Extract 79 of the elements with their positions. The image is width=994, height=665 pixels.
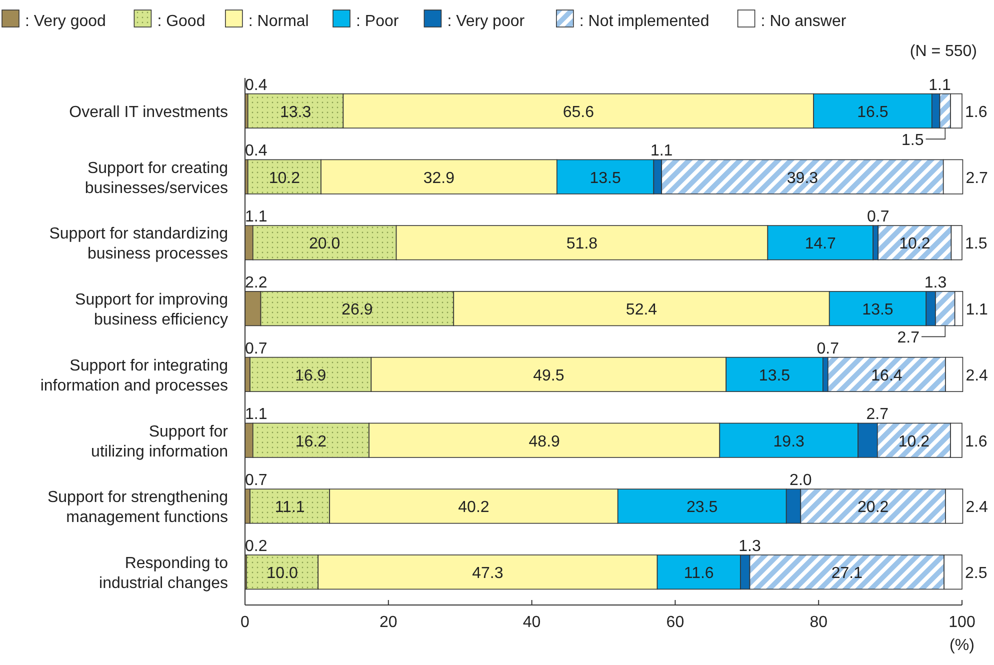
data-label: 52.4 bbox=[626, 302, 658, 319]
data-label: 20.0 bbox=[309, 236, 340, 253]
data-label: 19.3 bbox=[773, 433, 805, 450]
data-label: 0.7 bbox=[816, 340, 840, 358]
data-label: 51.8 bbox=[566, 236, 598, 253]
legend-label: : No answer bbox=[760, 13, 847, 30]
y-tick-label: Support for utilizing information bbox=[91, 423, 229, 460]
data-label: 1.1 bbox=[966, 302, 988, 319]
data-label: 32.9 bbox=[423, 170, 455, 187]
y-tick-label: Support for integrating information and processes bbox=[40, 357, 228, 394]
data-label: 1.5 bbox=[965, 236, 988, 253]
data-label: 23.5 bbox=[686, 499, 718, 516]
data-label: 1.3 bbox=[738, 538, 761, 555]
data-label: 1.3 bbox=[924, 274, 947, 292]
legend-label: : Good bbox=[157, 13, 206, 30]
data-label: 2.2 bbox=[245, 274, 268, 292]
data-label: 1.1 bbox=[245, 208, 268, 226]
x-tick-label: 80 bbox=[810, 614, 828, 631]
data-label: 65.6 bbox=[562, 104, 594, 121]
x-tick-label: 0 bbox=[240, 614, 250, 631]
data-label: 48.9 bbox=[528, 433, 560, 450]
data-label: 2.4 bbox=[966, 367, 988, 384]
data-label: 49.5 bbox=[533, 367, 564, 384]
data-label: 0.4 bbox=[245, 142, 268, 160]
y-tick-label: Support for strengthening management functions bbox=[47, 489, 228, 526]
data-label: 0.7 bbox=[245, 340, 268, 358]
x-tick-label: 100 bbox=[948, 614, 976, 631]
data-label: 2.7 bbox=[866, 406, 889, 424]
legend-label: : Very poor bbox=[447, 13, 526, 30]
data-label: 1.1 bbox=[245, 406, 268, 424]
legend-label: : Very good bbox=[25, 13, 106, 30]
data-label: 2.7 bbox=[897, 330, 920, 347]
data-label: 10.2 bbox=[268, 170, 300, 187]
data-label: 10.2 bbox=[899, 236, 930, 253]
data-label: 26.9 bbox=[342, 302, 373, 319]
data-label: 10.0 bbox=[266, 565, 298, 582]
y-tick-label: Support for standardizing business processes bbox=[49, 226, 228, 263]
data-label: 0.7 bbox=[245, 472, 268, 490]
data-label: 1.6 bbox=[965, 104, 988, 121]
y-tick-label: Responding to industrial changes bbox=[99, 555, 228, 592]
data-label: 0.7 bbox=[866, 208, 890, 226]
data-label: 11.6 bbox=[684, 565, 714, 582]
y-tick-label: Overall IT investments bbox=[69, 104, 228, 121]
data-label: 0.4 bbox=[245, 76, 268, 94]
data-label: 16.2 bbox=[295, 433, 327, 450]
data-label: 20.2 bbox=[858, 499, 889, 516]
data-label: 16.4 bbox=[871, 367, 902, 384]
legend-label: : Poor bbox=[356, 13, 400, 30]
data-label: 47.3 bbox=[472, 565, 504, 582]
data-label: 39.3 bbox=[786, 170, 818, 187]
data-label: 0.2 bbox=[245, 538, 268, 555]
x-axis-title: (%) bbox=[950, 637, 974, 654]
data-label: 13.5 bbox=[590, 170, 621, 187]
y-tick-label: Support for improving business efficiency bbox=[75, 292, 228, 329]
data-label: 13.3 bbox=[280, 104, 312, 121]
data-label: 2.4 bbox=[966, 499, 988, 516]
data-label: 11.1 bbox=[274, 499, 305, 516]
legend-label: : Normal bbox=[248, 13, 309, 30]
x-tick-label: 20 bbox=[380, 614, 398, 631]
data-label: 2.7 bbox=[966, 170, 988, 187]
data-label: 14.7 bbox=[804, 236, 836, 253]
y-tick-label: Support for creating businesses/services bbox=[84, 160, 228, 197]
data-label: 13.5 bbox=[758, 367, 790, 384]
data-label: 2.5 bbox=[965, 565, 988, 582]
data-label: 13.5 bbox=[862, 302, 894, 319]
data-label: 1.6 bbox=[965, 433, 988, 450]
data-label: 16.5 bbox=[857, 104, 888, 121]
data-label: 10.2 bbox=[898, 433, 930, 450]
data-label: 1.1 bbox=[928, 76, 951, 94]
data-label: 1.1 bbox=[650, 142, 673, 160]
x-tick-label: 40 bbox=[522, 614, 541, 631]
data-label: 1.5 bbox=[902, 132, 924, 150]
text: (N = 550) bbox=[910, 43, 977, 60]
x-tick-label: 60 bbox=[666, 614, 684, 631]
legend-label: : Not implemented bbox=[579, 13, 710, 30]
data-label: 2.0 bbox=[790, 472, 812, 490]
data-label: 40.2 bbox=[458, 499, 490, 516]
data-label: 27.1 bbox=[831, 565, 863, 582]
data-label: 16.9 bbox=[295, 367, 326, 384]
